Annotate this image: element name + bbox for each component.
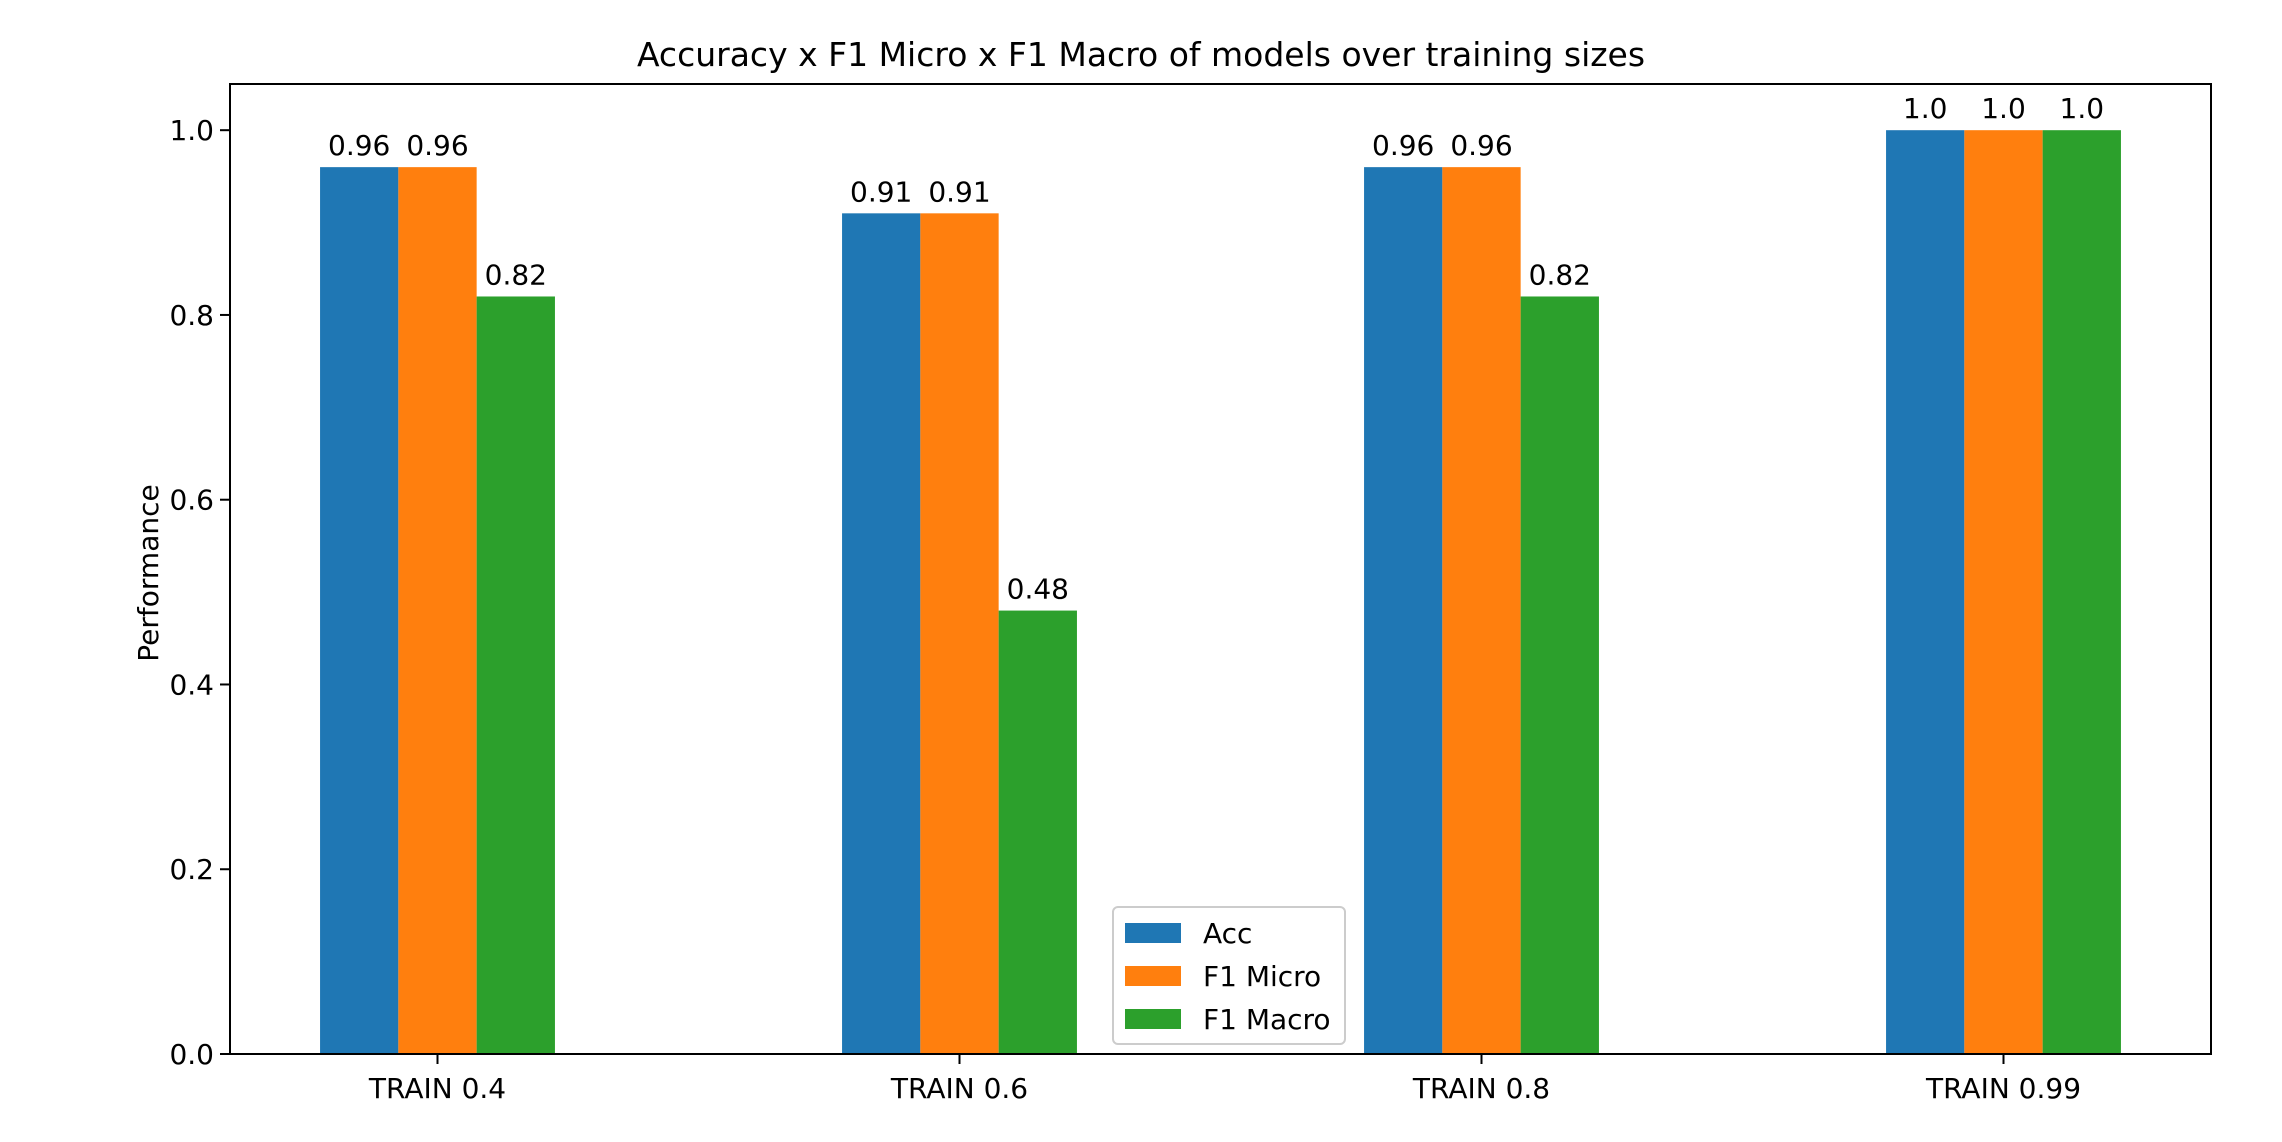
legend-label-f1-macro: F1 Macro — [1203, 1003, 1331, 1036]
bar-value-label-f1-micro-train-0-8: 0.96 — [1450, 129, 1512, 162]
bar-value-label-acc-train-0-8: 0.96 — [1372, 129, 1434, 162]
chart-title: Accuracy x F1 Micro x F1 Macro of models… — [637, 35, 1645, 74]
bar-f1-macro-train-0-99 — [2042, 130, 2121, 1054]
x-tick-label: TRAIN 0.4 — [368, 1072, 506, 1105]
bar-value-label-acc-train-0-4: 0.96 — [328, 129, 390, 162]
bar-f1-micro-train-0-99 — [1964, 130, 2043, 1054]
bar-f1-micro-train-0-4 — [398, 167, 477, 1054]
bar-value-label-f1-macro-train-0-99: 1.0 — [2060, 92, 2105, 125]
legend-swatch-f1-micro — [1125, 966, 1181, 986]
bars-layer — [320, 130, 2121, 1055]
legend-label-f1-micro: F1 Micro — [1203, 960, 1321, 993]
legend-swatch-acc — [1125, 923, 1181, 943]
y-tick-label: 0.0 — [169, 1038, 214, 1071]
legend: Acc F1 Micro F1 Macro — [1112, 906, 1346, 1045]
bar-f1-macro-train-0-4 — [476, 296, 555, 1055]
x-tick-label: TRAIN 0.8 — [1412, 1072, 1550, 1105]
legend-label-acc: Acc — [1203, 917, 1252, 950]
bar-value-label-f1-macro-train-0-4: 0.82 — [485, 258, 547, 291]
legend-swatch-f1-macro — [1125, 1009, 1181, 1029]
plot-area-frame — [229, 83, 2212, 1055]
bar-f1-micro-train-0-6 — [920, 213, 999, 1054]
bar-value-label-f1-macro-train-0-8: 0.82 — [1529, 258, 1591, 291]
bar-value-label-acc-train-0-99: 1.0 — [1903, 92, 1948, 125]
x-tick-label: TRAIN 0.6 — [890, 1072, 1028, 1105]
bar-f1-macro-train-0-8 — [1520, 296, 1599, 1055]
y-tick-label: 0.8 — [169, 299, 214, 332]
bar-f1-micro-train-0-8 — [1442, 167, 1521, 1054]
bar-labels-layer: 0.96 0.91 0.96 1.0 0.96 0.91 0.96 1.0 0.82 0.48 0.… — [328, 92, 2104, 605]
y-tick-label: 0.4 — [169, 668, 214, 701]
bar-f1-macro-train-0-6 — [998, 610, 1077, 1054]
y-tick-label: 1.0 — [169, 114, 214, 147]
x-axis: TRAIN 0.4 TRAIN 0.6 TRAIN 0.8 TRAIN 0.99 — [368, 1054, 2081, 1105]
bar-value-label-f1-micro-train-0-6: 0.91 — [928, 175, 990, 208]
bar-value-label-f1-macro-train-0-6: 0.48 — [1007, 573, 1069, 606]
bar-acc-train-0-99 — [1886, 130, 1965, 1054]
bar-acc-train-0-8 — [1364, 167, 1443, 1054]
bar-acc-train-0-4 — [320, 167, 399, 1054]
bar-value-label-acc-train-0-6: 0.91 — [850, 175, 912, 208]
bar-value-label-f1-micro-train-0-99: 1.0 — [1981, 92, 2026, 125]
bar-value-label-f1-micro-train-0-4: 0.96 — [406, 129, 468, 162]
y-axis-label: Performance — [132, 484, 165, 661]
bar-acc-train-0-6 — [842, 213, 921, 1054]
y-tick-label: 0.2 — [169, 853, 214, 886]
y-axis: 0.0 0.2 0.4 0.6 0.8 1.0 — [169, 114, 230, 1071]
x-tick-label: TRAIN 0.99 — [1925, 1072, 2081, 1105]
y-tick-label: 0.6 — [169, 484, 214, 517]
